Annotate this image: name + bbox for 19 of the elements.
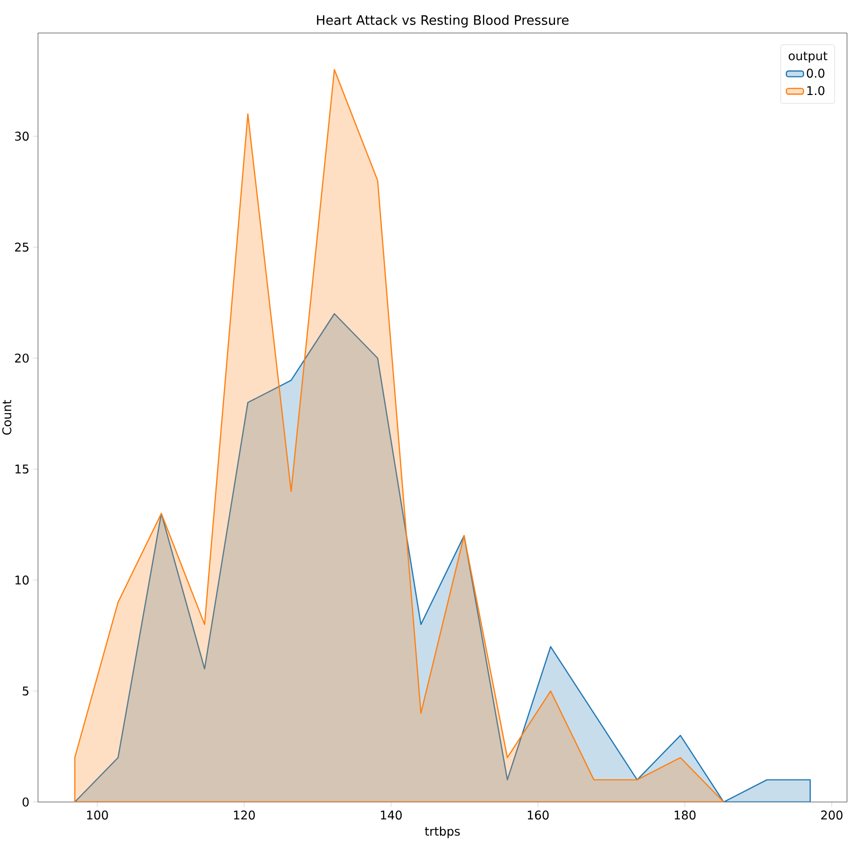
- y-tick-label: 0: [22, 797, 29, 807]
- x-tick-label: 100: [87, 810, 108, 820]
- x-tick-label: 160: [528, 810, 549, 820]
- x-tick-label: 140: [380, 810, 402, 820]
- y-tick-label: 5: [22, 686, 28, 696]
- x-tick-label: 120: [234, 810, 255, 820]
- legend-label: 1.0: [807, 86, 824, 96]
- y-tick-label: 30: [15, 132, 29, 141]
- x-tick-label: 200: [821, 810, 842, 820]
- x-axis-title: trtbps: [424, 826, 460, 838]
- y-tick-label: 25: [15, 242, 28, 252]
- y-tick-label: 20: [15, 354, 29, 363]
- legend-title: output: [788, 52, 828, 63]
- y-tick-label: 10: [16, 576, 29, 585]
- legend-label: 0.0: [806, 68, 824, 78]
- y-axis-title: Count: [2, 400, 12, 435]
- chart-title: Heart Attack vs Resting Blood Pressure: [317, 14, 569, 28]
- x-tick-label: 180: [674, 810, 696, 820]
- y-tick-label: 15: [16, 464, 28, 474]
